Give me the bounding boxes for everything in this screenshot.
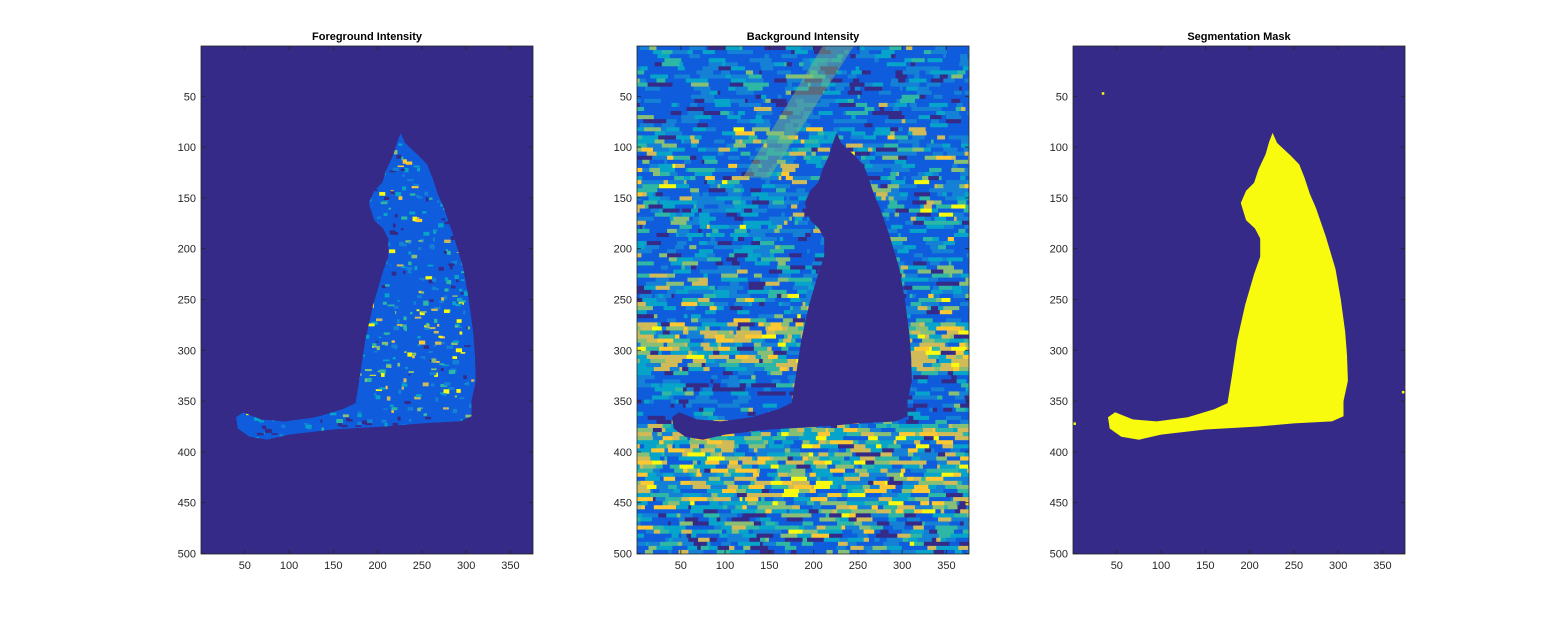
y-tick-label: 400 xyxy=(1050,447,1068,459)
y-tick-label: 250 xyxy=(614,294,632,306)
y-tick-label: 250 xyxy=(1050,294,1068,306)
y-tick-label: 100 xyxy=(614,142,632,154)
x-tick-label: 100 xyxy=(1152,560,1170,572)
y-tick-label: 150 xyxy=(614,193,632,205)
y-tick-label: 100 xyxy=(1050,142,1068,154)
y-tick-label: 150 xyxy=(1050,193,1068,205)
axes-box xyxy=(636,45,970,555)
y-tick-label: 200 xyxy=(614,244,632,256)
y-tick-label: 400 xyxy=(614,447,632,459)
y-tick-label: 500 xyxy=(178,548,196,560)
y-tick-label: 200 xyxy=(1050,244,1068,256)
x-tick-label: 50 xyxy=(1111,560,1123,572)
x-tick-label: 300 xyxy=(1329,560,1347,572)
y-tick-label: 500 xyxy=(1050,548,1068,560)
axes-box xyxy=(200,45,534,555)
y-tick-label: 350 xyxy=(1050,396,1068,408)
heatmap-background xyxy=(201,46,533,554)
cat-region xyxy=(672,132,912,440)
heatmap-image xyxy=(201,46,533,554)
y-tick-label: 400 xyxy=(178,447,196,459)
y-tick-label: 350 xyxy=(614,396,632,408)
x-tick-label: 250 xyxy=(1285,560,1303,572)
cat-region xyxy=(1108,132,1348,440)
y-tick-label: 450 xyxy=(1050,498,1068,510)
x-tick-label: 150 xyxy=(324,560,342,572)
scene-texture xyxy=(637,46,969,554)
y-tick-label: 300 xyxy=(178,345,196,357)
x-tick-label: 100 xyxy=(716,560,734,572)
y-tick-label: 500 xyxy=(614,548,632,560)
x-tick-label: 200 xyxy=(804,560,822,572)
mask-speck xyxy=(1073,422,1076,425)
x-tick-label: 200 xyxy=(368,560,386,572)
y-tick-label: 300 xyxy=(1050,345,1068,357)
y-tick-label: 450 xyxy=(614,498,632,510)
y-tick-label: 50 xyxy=(620,91,632,103)
heatmap-background xyxy=(1073,46,1405,554)
y-tick-label: 450 xyxy=(178,498,196,510)
y-tick-label: 150 xyxy=(178,193,196,205)
heatmap-image xyxy=(1073,46,1405,554)
subplot-1: 50 100 150 200 250 300 350 50 100 150 200 250 300 350… xyxy=(178,31,534,572)
y-tick-label: 200 xyxy=(178,244,196,256)
subplot-3: 50 100 150 200 250 300 350 50 100 150 200 250 300 350… xyxy=(1050,31,1406,572)
y-tick-label: 100 xyxy=(178,142,196,154)
x-tick-label: 250 xyxy=(413,560,431,572)
x-tick-label: 300 xyxy=(457,560,475,572)
x-tick-label: 250 xyxy=(849,560,867,572)
x-tick-label: 150 xyxy=(760,560,778,572)
x-tick-label: 150 xyxy=(1196,560,1214,572)
chart-title: Background Intensity xyxy=(747,31,860,43)
x-tick-label: 350 xyxy=(1373,560,1391,572)
y-tick-label: 50 xyxy=(1056,91,1068,103)
x-tick-label: 200 xyxy=(1240,560,1258,572)
x-tick-label: 350 xyxy=(937,560,955,572)
x-tick-label: 50 xyxy=(239,560,251,572)
y-tick-label: 250 xyxy=(178,294,196,306)
subplot-2: 50 100 150 200 250 300 350 50 100 150 200 250 300 350… xyxy=(614,31,970,572)
heatmap-image xyxy=(637,46,969,554)
x-tick-label: 50 xyxy=(675,560,687,572)
x-tick-label: 100 xyxy=(280,560,298,572)
axes-box xyxy=(1072,45,1406,555)
y-tick-label: 350 xyxy=(178,396,196,408)
x-tick-label: 300 xyxy=(893,560,911,572)
mask-speck xyxy=(1401,390,1405,394)
x-tick-label: 350 xyxy=(501,560,519,572)
chart-title: Foreground Intensity xyxy=(312,31,423,43)
mask-speck xyxy=(1101,92,1105,95)
y-tick-label: 300 xyxy=(614,345,632,357)
y-tick-label: 50 xyxy=(184,91,196,103)
chart-title: Segmentation Mask xyxy=(1187,31,1291,43)
